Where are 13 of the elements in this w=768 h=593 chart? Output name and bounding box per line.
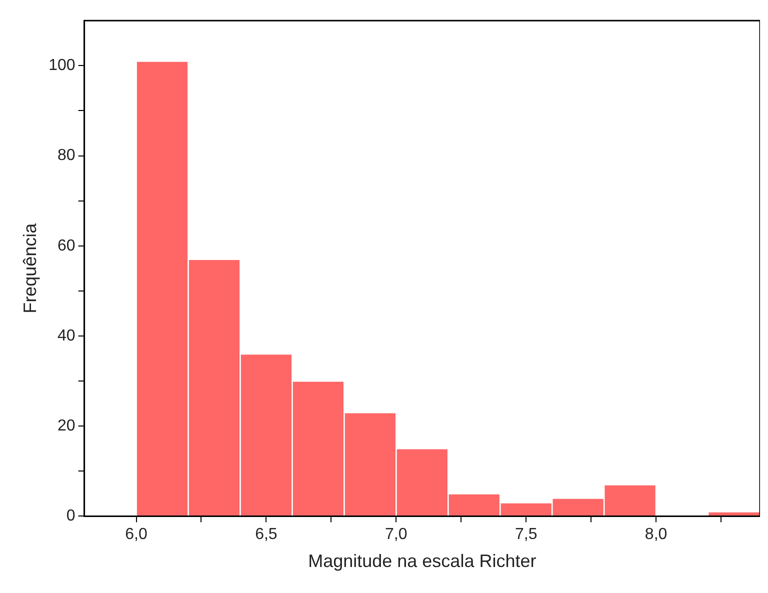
x-tick-label: 8,0	[644, 526, 668, 544]
y-tick-label: 80	[58, 147, 76, 164]
y-tick-label: 60	[58, 237, 76, 254]
y-tick-label: 100	[48, 57, 76, 74]
x-tick-label: 7,0	[385, 526, 408, 544]
y-tick-label: 0	[66, 508, 76, 525]
y-axis-title: Frequência	[20, 222, 40, 314]
x-tick-label: 6,5	[255, 526, 278, 544]
x-tick-label: 7,5	[514, 526, 538, 544]
x-tick-label: 6,0	[125, 526, 148, 544]
x-axis-title: Magnitude na escala Richter	[308, 551, 536, 572]
y-tick-label: 20	[58, 417, 76, 434]
y-tick-label: 40	[58, 327, 76, 344]
